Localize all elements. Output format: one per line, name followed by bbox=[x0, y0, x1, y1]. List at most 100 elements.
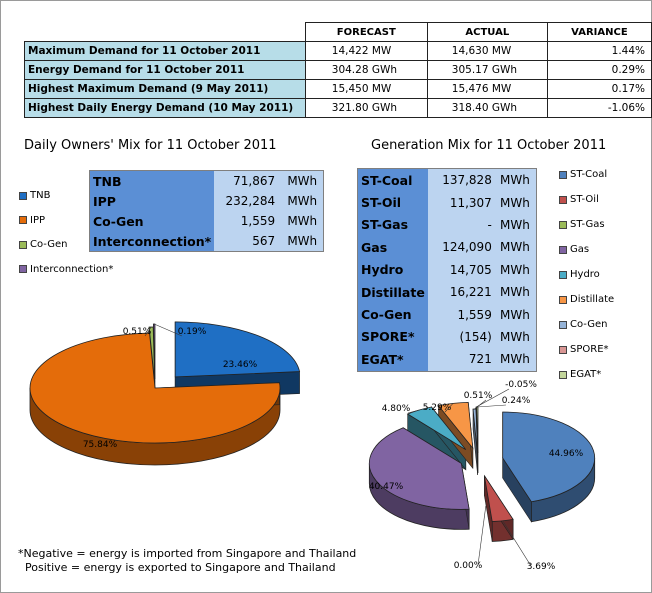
forecast-value: 304.28 GWh bbox=[304, 60, 428, 80]
legend-label: IPP bbox=[30, 214, 46, 226]
fuel-unit: MWh bbox=[500, 217, 530, 232]
fuel-unit: MWh bbox=[500, 195, 530, 210]
data-label: -0.05% bbox=[505, 380, 537, 390]
legend-label: ST-Oil bbox=[570, 194, 599, 205]
fuel-name: ST-Oil bbox=[357, 191, 428, 214]
table-row: EGAT* 721 MWh bbox=[357, 348, 537, 372]
actual-value: 318.40 GWh bbox=[426, 98, 548, 118]
leader-line bbox=[444, 403, 454, 413]
data-label: 23.46% bbox=[223, 360, 258, 370]
table-row: Hydro 14,705 MWh bbox=[357, 258, 537, 281]
demand-table: FORECAST ACTUAL VARIANCE Maximum Demand … bbox=[24, 22, 652, 118]
data-label: 40.47% bbox=[369, 482, 404, 492]
legend-label: Distillate bbox=[570, 294, 615, 305]
legend-item: Hydro bbox=[559, 269, 600, 280]
legend-swatch bbox=[559, 245, 567, 254]
table-row: ST-Gas - MWh bbox=[357, 213, 537, 237]
table-row: Maximum Demand for 11 October 2011 14,42… bbox=[24, 41, 652, 61]
pie-slices bbox=[368, 401, 596, 522]
legend-item: Co-Gen bbox=[19, 239, 68, 250]
fuel-unit: MWh bbox=[500, 240, 530, 255]
fuel-value: (154) bbox=[459, 329, 492, 344]
legend-item: ST-Coal bbox=[559, 169, 607, 180]
legend-label: Co-Gen bbox=[570, 319, 608, 330]
legend-swatch bbox=[559, 270, 567, 279]
actual-value: 305.17 GWh bbox=[426, 60, 548, 80]
pie-slice bbox=[29, 332, 281, 444]
table-row: Co-Gen 1,559 MWh bbox=[357, 303, 537, 326]
fuel-unit: MWh bbox=[500, 262, 530, 277]
fuel-name: Gas bbox=[357, 236, 428, 259]
generation-mix-title: Generation Mix for 11 October 2011 bbox=[371, 138, 607, 153]
pie-slice bbox=[368, 427, 470, 510]
owner-unit: MWh bbox=[287, 214, 318, 228]
data-label: 0.19% bbox=[178, 327, 207, 337]
fuel-value: 14,705 bbox=[449, 262, 492, 277]
data-label: 0.51% bbox=[123, 327, 152, 337]
footnote: *Negative = energy is imported from Sing… bbox=[18, 547, 356, 575]
leader-line bbox=[407, 409, 420, 414]
fuel-value: 16,221 bbox=[449, 285, 492, 300]
fuel-name: ST-Coal bbox=[357, 168, 428, 192]
owner-value: 71,867 bbox=[233, 174, 276, 188]
owner-value: 567 bbox=[252, 234, 276, 248]
owners-mix-table: TNB 71,867 MWh IPP 232,284 MWh Co-Gen 1,… bbox=[89, 170, 325, 252]
leader-line bbox=[502, 520, 532, 567]
legend-item: Gas bbox=[559, 244, 589, 255]
legend-label: ST-Gas bbox=[570, 219, 605, 230]
footnote-line: *Negative = energy is imported from Sing… bbox=[18, 547, 357, 560]
legend-swatch bbox=[559, 195, 567, 204]
fuel-unit: MWh bbox=[500, 285, 530, 300]
pie-slice bbox=[483, 475, 514, 522]
legend-swatch bbox=[559, 170, 567, 179]
legend-item: ST-Gas bbox=[559, 219, 605, 230]
owner-name: Interconnection* bbox=[89, 231, 215, 252]
legend-item: ST-Oil bbox=[559, 194, 599, 205]
leader-line bbox=[477, 404, 507, 408]
legend-label: Hydro bbox=[570, 269, 600, 280]
fuel-name: SPORE* bbox=[357, 325, 428, 349]
legend-label: EGAT* bbox=[570, 369, 602, 380]
legend-swatch bbox=[559, 345, 567, 354]
variance-value: 0.17% bbox=[546, 79, 652, 99]
legend-swatch bbox=[19, 216, 27, 224]
fuel-unit: MWh bbox=[500, 173, 530, 188]
forecast-header: FORECAST bbox=[304, 22, 428, 42]
owner-name: IPP bbox=[89, 191, 215, 211]
table-row: Highest Maximum Demand (9 May 2011) 15,4… bbox=[24, 79, 652, 99]
table-row: Co-Gen 1,559 MWh bbox=[89, 211, 324, 231]
table-row: ST-Coal 137,828 MWh bbox=[357, 168, 537, 192]
data-label: 44.96% bbox=[549, 449, 584, 459]
fuel-unit: MWh bbox=[500, 307, 530, 322]
fuel-value: 11,307 bbox=[449, 195, 492, 210]
owner-unit: MWh bbox=[287, 194, 318, 208]
legend-swatch bbox=[19, 191, 27, 200]
legend-label: TNB bbox=[30, 190, 51, 201]
owner-unit: MWh bbox=[287, 234, 318, 248]
legend-swatch bbox=[19, 240, 27, 249]
fuel-name: ST-Gas bbox=[357, 213, 428, 237]
fuel-value: 124,090 bbox=[442, 240, 492, 255]
pie-labels: 44.96% 3.69% 0.00% 40.47% 4.80% 5.29% 0.51% -0.… bbox=[369, 380, 584, 572]
actual-value: 14,630 MW bbox=[426, 41, 548, 61]
pie-slices bbox=[29, 321, 301, 444]
legend-item: Interconnection* bbox=[19, 264, 113, 275]
data-label: 75.84% bbox=[83, 440, 118, 450]
leader-line bbox=[476, 388, 510, 408]
generation-mix-table: ST-Coal 137,828 MWh ST-Oil 11,307 MWh ST-Gas… bbox=[357, 168, 537, 372]
fuel-name: Hydro bbox=[357, 258, 428, 281]
fuel-value: 721 bbox=[468, 352, 492, 367]
row-label: Maximum Demand for 11 October 2011 bbox=[24, 41, 306, 61]
legend-item: Co-Gen bbox=[559, 319, 608, 330]
forecast-value: 14,422 MW bbox=[304, 41, 428, 61]
fuel-unit: MWh bbox=[500, 329, 530, 344]
row-label: Highest Maximum Demand (9 May 2011) bbox=[24, 79, 306, 99]
table-row: Interconnection* 567 MWh bbox=[89, 231, 324, 252]
legend-item: EGAT* bbox=[559, 369, 601, 380]
owner-name: Co-Gen bbox=[89, 211, 215, 231]
pie-slice bbox=[174, 321, 301, 378]
legend-label: Gas bbox=[570, 244, 590, 255]
owner-value: 1,559 bbox=[240, 214, 276, 228]
data-label: 0.00% bbox=[454, 561, 483, 571]
